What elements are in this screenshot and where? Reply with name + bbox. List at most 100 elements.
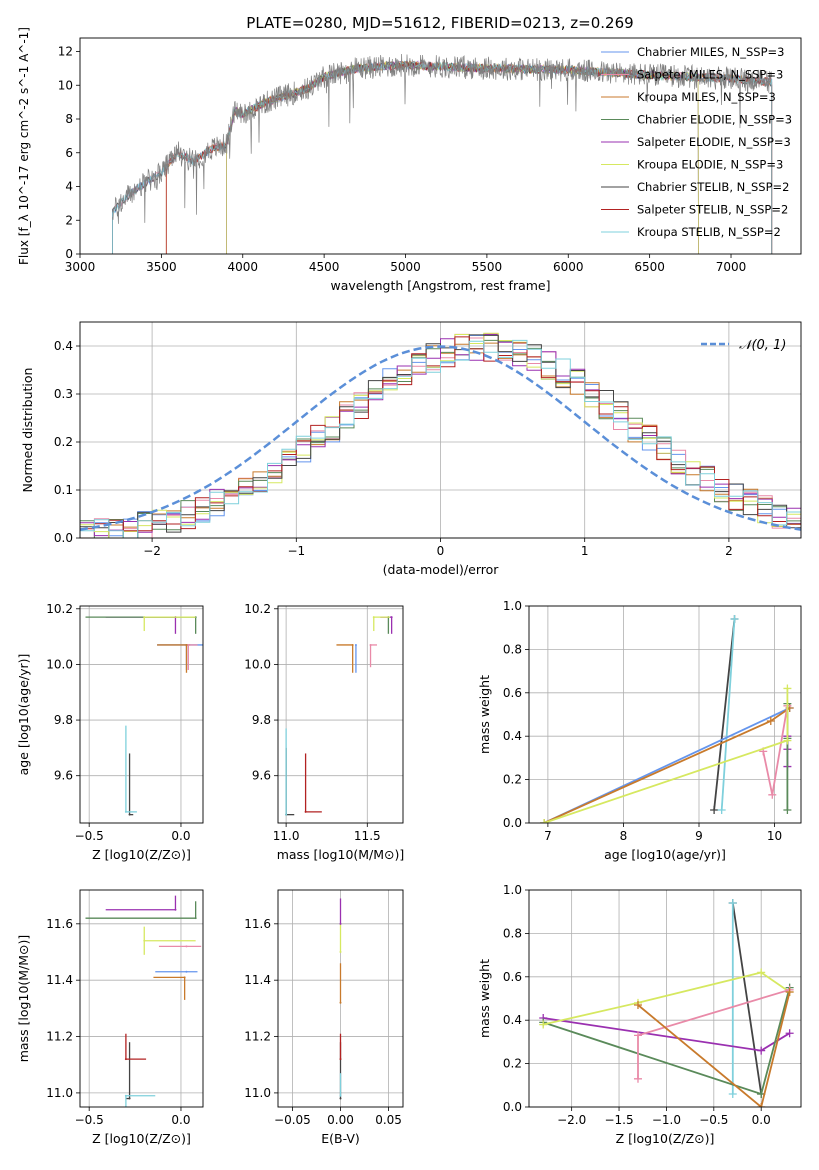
legend-label: 𝒩(0, 1) bbox=[739, 338, 786, 353]
y-tick-label: 0.6 bbox=[503, 686, 522, 700]
y-tick-label: 11.4 bbox=[244, 973, 271, 987]
data-point bbox=[185, 970, 188, 973]
data-point bbox=[185, 945, 188, 948]
histogram-step-line bbox=[80, 339, 801, 538]
plus-marker bbox=[540, 819, 549, 823]
x-axis-label: E(B-V) bbox=[321, 1131, 360, 1146]
x-tick-label: −0.5 bbox=[699, 1113, 728, 1127]
x-axis-label: Z [log10(Z/Z⊙)] bbox=[92, 847, 191, 862]
spectrum-axes: 3000 3500 4000 4500 5000 5500 6000 6500 7000 0 2 4 6… bbox=[17, 27, 802, 293]
y-tick-label: 9.6 bbox=[54, 769, 73, 783]
data-point bbox=[339, 1094, 342, 1097]
plus-marker bbox=[768, 790, 777, 799]
y-tick-label: 11.0 bbox=[46, 1086, 73, 1100]
y-tick-label: 11.0 bbox=[244, 1086, 271, 1100]
y-tick-label: 0.2 bbox=[503, 1057, 522, 1071]
plus-marker bbox=[633, 1031, 642, 1040]
x-tick-label: 11.5 bbox=[354, 829, 381, 843]
y-tick-label: 1.0 bbox=[503, 883, 522, 897]
y-tick-label: 6 bbox=[65, 146, 73, 160]
data-point bbox=[124, 1094, 127, 1097]
data-point bbox=[351, 643, 354, 646]
histogram-step-line bbox=[80, 336, 801, 538]
y-axis-label: mass weight bbox=[477, 959, 492, 1038]
x-tick-label: 0.05 bbox=[375, 1113, 402, 1127]
y-tick-label: 0.3 bbox=[54, 387, 73, 401]
mass-vs-metallicity-axes: −0.5 0.0 11.0 11.2 11.4 11.6 Z [log10(Z/Z⊙)] ma… bbox=[16, 889, 204, 1146]
plus-marker bbox=[728, 899, 737, 908]
legend-label: Chabrier ELODIE, N_SSP=3 bbox=[637, 113, 792, 127]
plus-marker bbox=[730, 615, 739, 624]
plot-area bbox=[285, 616, 393, 816]
y-tick-label: 0.0 bbox=[503, 816, 522, 830]
y-tick-label: 0 bbox=[65, 247, 73, 261]
plus-marker bbox=[757, 1103, 766, 1107]
plus-marker bbox=[757, 1046, 766, 1055]
data-point bbox=[128, 813, 131, 816]
plus-marker bbox=[783, 684, 792, 693]
y-tick-label: 9.6 bbox=[252, 769, 271, 783]
y-tick-label: 11.2 bbox=[46, 1030, 73, 1044]
data-point bbox=[304, 810, 307, 813]
y-axis-label: Normed distribution bbox=[20, 368, 35, 493]
y-tick-label: 0.4 bbox=[503, 729, 522, 743]
x-axis-label: mass [log10(M/M⊙)] bbox=[277, 847, 405, 862]
x-tick-label: 0 bbox=[437, 544, 445, 558]
plot-area bbox=[339, 898, 342, 1100]
x-tick-label: 7000 bbox=[716, 260, 747, 274]
y-tick-label: 0.1 bbox=[54, 483, 73, 497]
plot-area bbox=[85, 895, 202, 1107]
data-point bbox=[354, 643, 357, 646]
plus-marker bbox=[710, 805, 719, 814]
plot-area bbox=[80, 332, 801, 538]
data-point bbox=[183, 976, 186, 979]
y-axis-label: mass [log10(M/M⊙)] bbox=[16, 935, 31, 1063]
y-tick-label: 11.6 bbox=[46, 917, 73, 931]
y-tick-label: 0.2 bbox=[503, 773, 522, 787]
weight-line bbox=[542, 971, 791, 1026]
x-axis-label: Z [log10(Z/Z⊙)] bbox=[92, 1131, 191, 1146]
data-point bbox=[390, 616, 393, 619]
x-axis-label: Z [log10(Z/Z⊙)] bbox=[616, 1131, 715, 1146]
plus-marker bbox=[633, 1001, 642, 1010]
x-tick-label: 2 bbox=[725, 544, 733, 558]
y-tick-label: 0.4 bbox=[54, 339, 73, 353]
plus-marker bbox=[783, 736, 792, 745]
data-point bbox=[187, 643, 190, 646]
x-tick-label: 0.0 bbox=[171, 829, 190, 843]
y-axis-label: Flux [f_λ 10^-17 erg cm^-2 s^-1 A^-1] bbox=[17, 27, 31, 265]
data-point bbox=[369, 643, 372, 646]
data-point bbox=[339, 922, 342, 925]
weight-vs-age-axes: 7 8 9 10 0.0 0.2 0.4 0.6 0.8 1.0 age [log10(age/yr… bbox=[477, 599, 802, 862]
x-tick-label: 10 bbox=[767, 829, 782, 843]
axes-frame bbox=[528, 889, 802, 1108]
y-axis-label: age [log10(age/yr)] bbox=[16, 654, 31, 776]
y-tick-label: 0.8 bbox=[503, 642, 522, 656]
plot-area bbox=[540, 615, 794, 823]
weight-line bbox=[637, 991, 791, 1107]
x-tick-label: 4000 bbox=[227, 260, 258, 274]
plus-marker bbox=[728, 1089, 737, 1098]
y-axis-label: mass weight bbox=[477, 675, 492, 754]
y-tick-label: 8 bbox=[65, 112, 73, 126]
legend-label: Kroupa STELIB, N_SSP=2 bbox=[637, 225, 781, 239]
y-tick-label: 0.6 bbox=[503, 970, 522, 984]
data-point bbox=[143, 616, 146, 619]
residual-histogram-axes: −2 −1 0 1 2 0.0 0.1 0.2 0.3 0.4 (data-model)/error… bbox=[20, 321, 802, 577]
plus-marker bbox=[785, 1029, 794, 1038]
x-tick-label: 3500 bbox=[146, 260, 177, 274]
x-axis-label: (data-model)/error bbox=[383, 562, 500, 577]
weight-line bbox=[720, 618, 736, 811]
x-tick-label: −0.5 bbox=[75, 1113, 104, 1127]
data-point bbox=[339, 1097, 342, 1100]
figure-title: PLATE=0280, MJD=51612, FIBERID=0213, z=0… bbox=[246, 14, 633, 32]
data-point bbox=[143, 939, 146, 942]
plot-area bbox=[85, 616, 203, 816]
axes-frame bbox=[79, 605, 204, 824]
x-tick-label: 8 bbox=[620, 829, 628, 843]
age-vs-metallicity-axes: −0.5 0.0 9.6 9.8 10.0 10.2 Z [log10(Z/Z⊙)] age … bbox=[16, 602, 204, 862]
weight-line bbox=[713, 618, 736, 811]
x-tick-label: −1.5 bbox=[604, 1113, 633, 1127]
x-tick-label: −0.05 bbox=[274, 1113, 311, 1127]
y-tick-label: 11.6 bbox=[244, 917, 271, 931]
